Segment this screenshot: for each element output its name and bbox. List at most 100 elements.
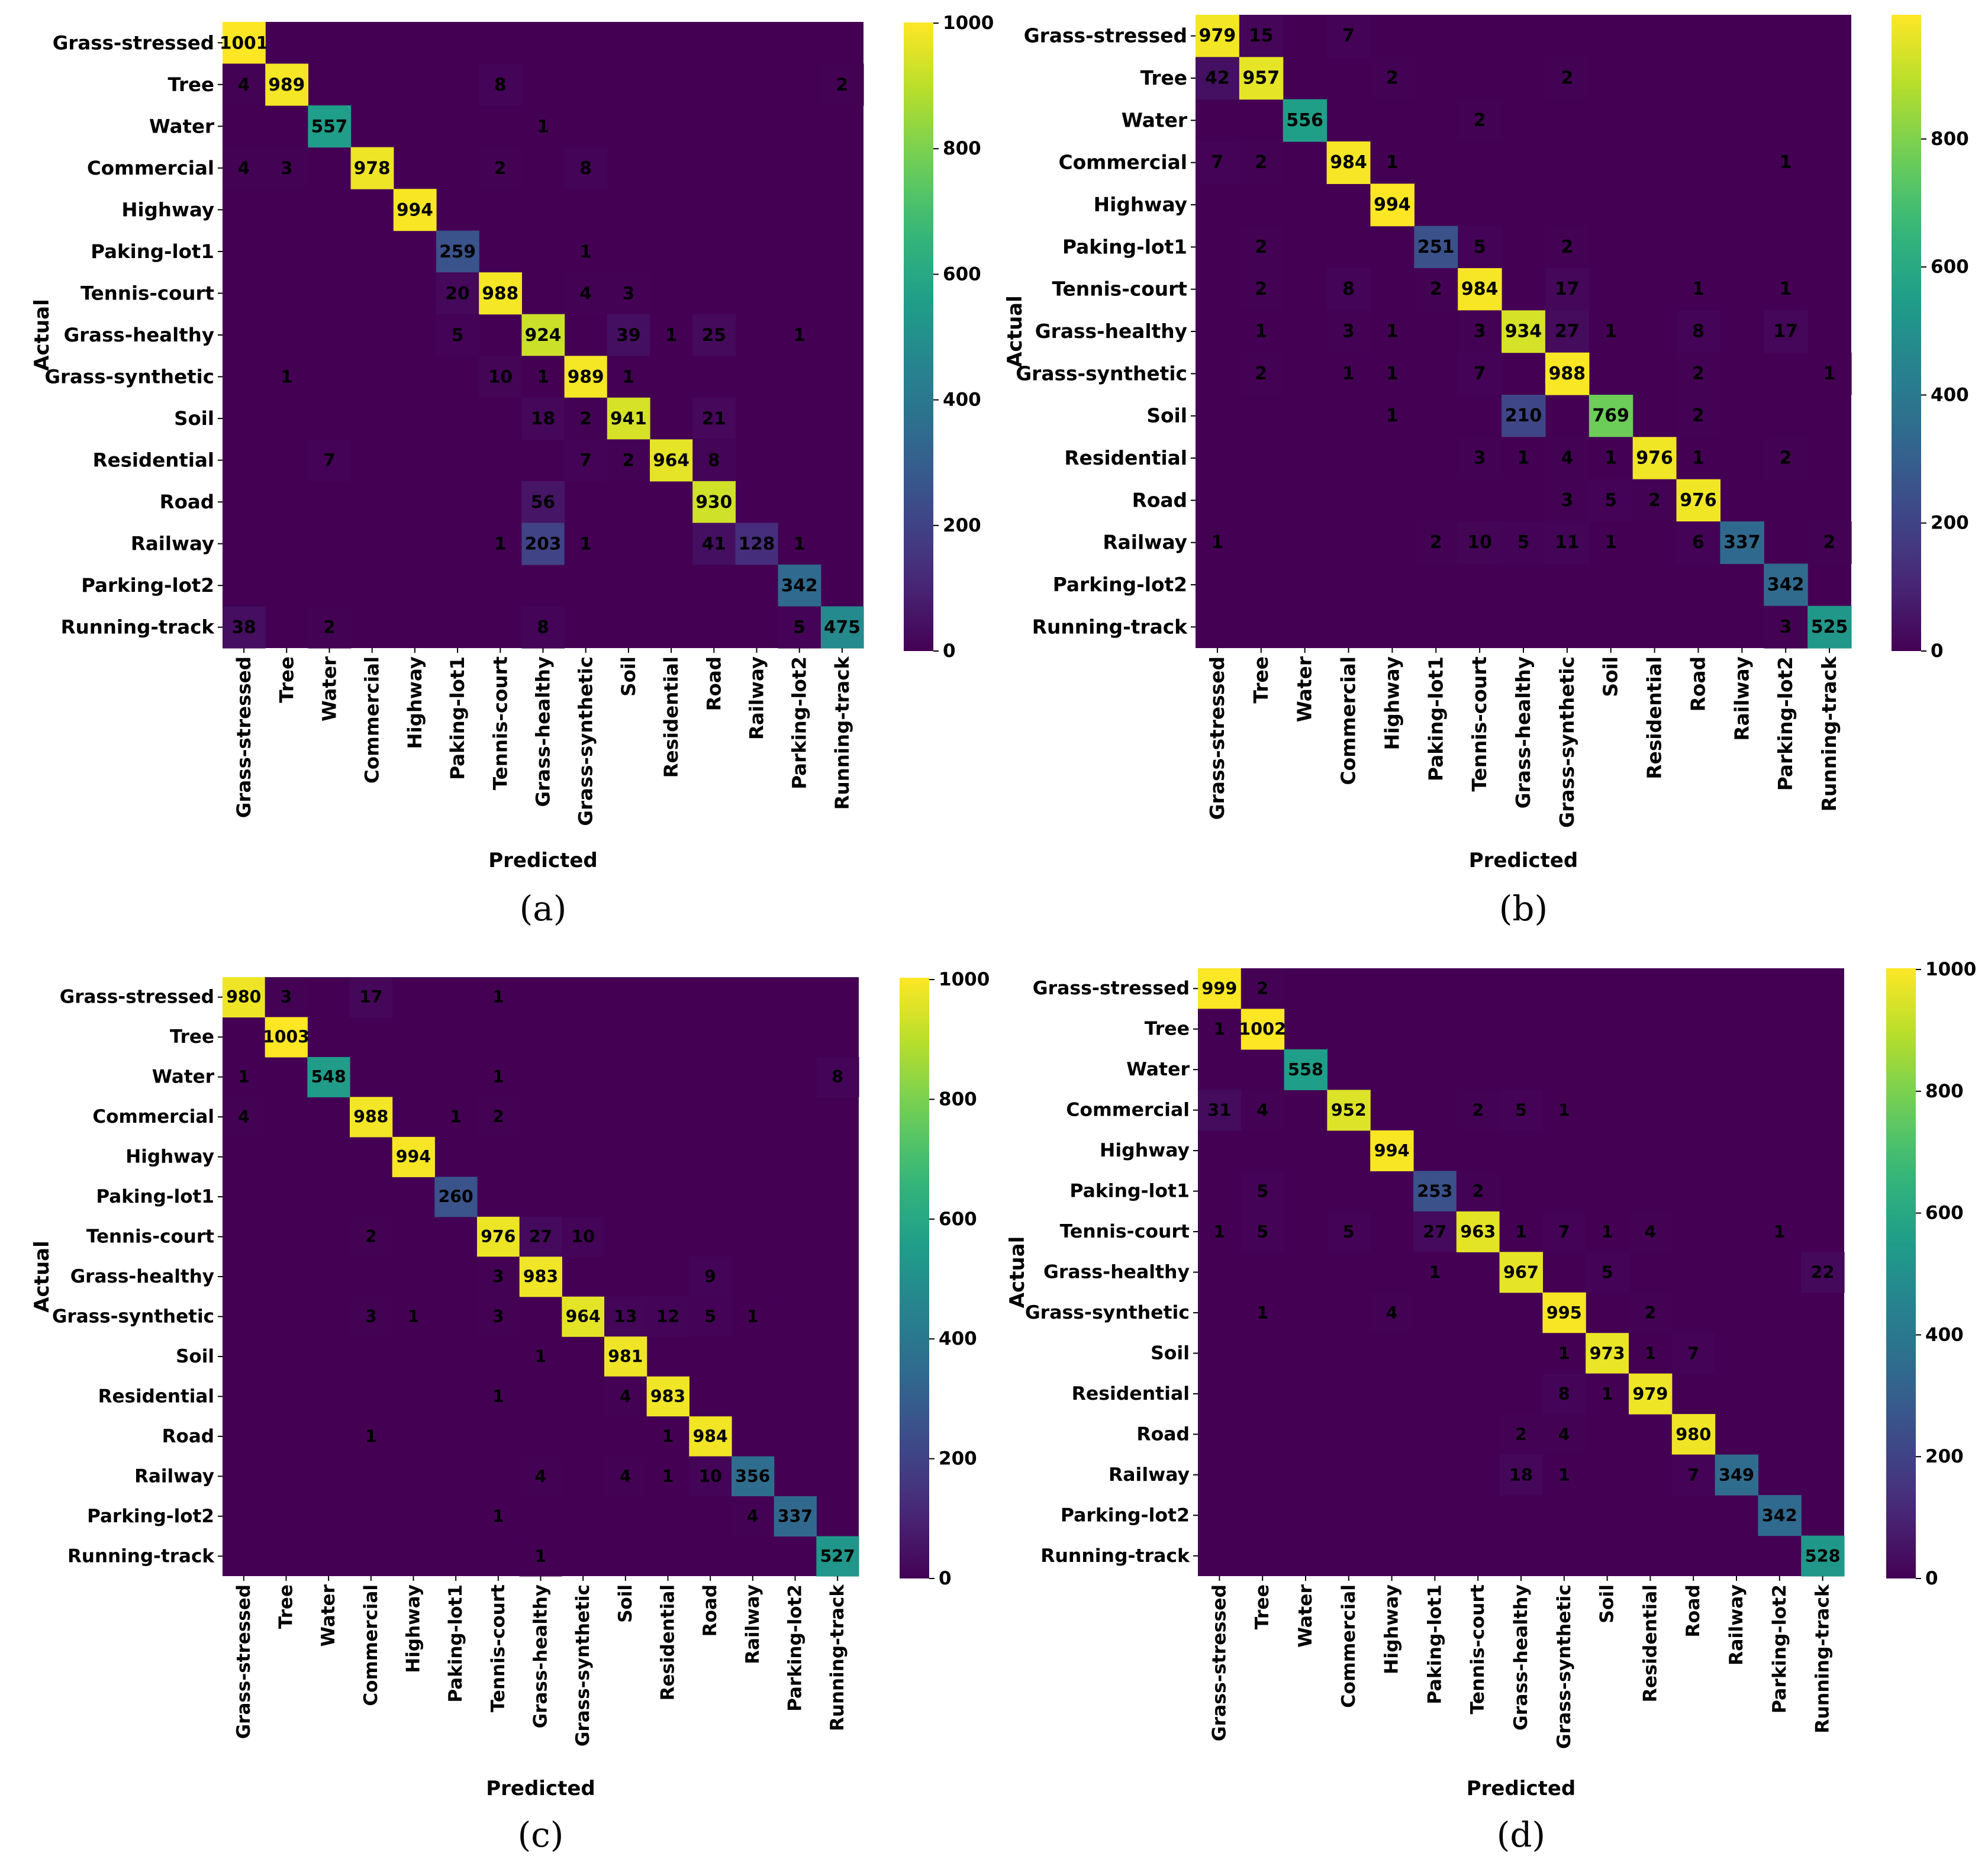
heatmap-cell (564, 272, 608, 315)
heatmap-cell (1671, 1333, 1716, 1374)
cell-value-label: 4 (1386, 1303, 1398, 1323)
heatmap-cell (1283, 99, 1328, 142)
heatmap-cell (1502, 521, 1546, 564)
heatmap-cell (1370, 1130, 1414, 1171)
y-tick-label: Commercial (87, 157, 214, 179)
cell-value-label: 17 (359, 987, 382, 1007)
heatmap-cell (392, 1296, 435, 1337)
heatmap-cell (265, 1017, 308, 1058)
heatmap-cell (519, 1216, 562, 1257)
y-tick-label: Grass-healthy (70, 1266, 214, 1287)
heatmap-cell (1764, 310, 1808, 353)
cell-value-label: 18 (531, 408, 555, 429)
heatmap-cell (521, 105, 565, 148)
x-tick-label: Soil (1597, 1584, 1618, 1623)
cell-value-label: 39 (616, 325, 640, 345)
cell-value-label: 8 (579, 158, 592, 178)
cell-value-label: 10 (488, 367, 513, 387)
heatmap-cell (1542, 1211, 1586, 1252)
cell-value-label: 558 (1288, 1059, 1323, 1080)
y-tick-label: Tree (167, 73, 214, 96)
cell-value-label: 556 (1286, 110, 1323, 131)
heatmap-cell (778, 606, 821, 649)
cell-value-label: 973 (1590, 1343, 1625, 1363)
heatmap-cell (1456, 1171, 1500, 1212)
heatmap-cell (308, 606, 352, 649)
x-tick-label: Parking-lot2 (1769, 1584, 1790, 1713)
heatmap-cell (1676, 352, 1720, 395)
y-tick-label: Residential (93, 449, 214, 472)
heatmap-cell (1326, 268, 1371, 311)
cell-value-label: 10 (1467, 532, 1492, 553)
x-tick-label: Soil (617, 656, 640, 697)
heatmap-cell (562, 1216, 605, 1257)
cell-value-label: 1 (1212, 532, 1224, 553)
heatmap-cell (521, 481, 565, 523)
cell-value-label: 1 (1774, 1222, 1786, 1242)
x-tick-label: Parking-lot2 (788, 656, 811, 790)
heatmap-cell (223, 22, 266, 65)
x-tick-label: Grass-synthetic (1554, 1584, 1575, 1749)
cell-value-label: 2 (1255, 279, 1267, 299)
y-tick-label: Tree (1145, 1019, 1190, 1040)
heatmap-cell (689, 1456, 732, 1497)
colorbar-tick-label: 0 (939, 1568, 952, 1589)
cell-value-label: 5 (793, 617, 805, 637)
cell-value-label: 1 (408, 1307, 420, 1326)
cell-value-label: 1 (747, 1307, 759, 1326)
cell-value-label: 1 (579, 534, 592, 554)
heatmap-cell (692, 314, 736, 356)
heatmap-cell (307, 1056, 350, 1097)
cell-value-label: 4 (1561, 448, 1573, 469)
cell-value-label: 5 (1604, 490, 1617, 511)
cell-value-label: 128 (739, 534, 775, 554)
x-tick-label: Highway (1381, 656, 1403, 750)
y-tick-label: Water (152, 1067, 215, 1088)
cell-value-label: 983 (523, 1267, 558, 1287)
cell-value-label: 976 (1636, 448, 1673, 469)
cell-value-label: 1 (1386, 321, 1399, 342)
heatmap-cell (564, 523, 608, 565)
y-tick-label: Residential (98, 1386, 214, 1407)
heatmap-cell (1239, 268, 1284, 311)
heatmap-cell (1458, 310, 1502, 353)
cell-value-label: 2 (1472, 1100, 1484, 1120)
heatmap-cell (1239, 352, 1284, 395)
heatmap-cell (778, 314, 821, 356)
colorbar (904, 22, 933, 651)
y-tick-label: Grass-healthy (64, 324, 214, 346)
cell-value-label: 5 (452, 325, 464, 345)
colorbar (1886, 968, 1916, 1578)
heatmap-cell (1676, 521, 1720, 564)
x-tick-label: Tennis-court (489, 656, 511, 790)
colorbar-tick-label: 400 (943, 389, 981, 411)
cell-value-label: 988 (1549, 363, 1586, 384)
cell-value-label: 1 (665, 325, 678, 345)
heatmap-cell (692, 481, 736, 523)
x-tick-label: Paking-lot1 (1425, 656, 1447, 781)
cell-value-label: 1 (492, 1506, 504, 1526)
heatmap-cell (1370, 352, 1415, 395)
heatmap-cell (436, 272, 479, 315)
heatmap-cell (1198, 1090, 1242, 1131)
heatmap-cell (392, 1136, 435, 1177)
x-tick-label: Grass-healthy (532, 656, 555, 807)
cell-value-label: 963 (1460, 1222, 1496, 1242)
cell-value-label: 1 (793, 325, 805, 345)
cell-value-label: 259 (439, 241, 476, 262)
heatmap-cell (350, 147, 394, 189)
y-tick-label: Road (1136, 1423, 1190, 1445)
heatmap-cell (732, 1496, 775, 1537)
heatmap-cell (1499, 1414, 1543, 1455)
heatmap-cell (1370, 310, 1415, 353)
heatmap-cell (1499, 1252, 1543, 1293)
x-tick-label: Grass-synthetic (572, 1584, 594, 1747)
cell-value-label: 7 (1687, 1343, 1699, 1363)
cell-value-label: 1 (492, 1067, 504, 1087)
heatmap-cell (1542, 1454, 1586, 1496)
heatmap-cell (223, 147, 266, 189)
heatmap-cell (816, 1056, 859, 1097)
y-tick-label: Water (1122, 109, 1188, 131)
colorbar-tick-label: 1000 (943, 12, 994, 34)
cell-value-label: 2 (1255, 237, 1267, 257)
